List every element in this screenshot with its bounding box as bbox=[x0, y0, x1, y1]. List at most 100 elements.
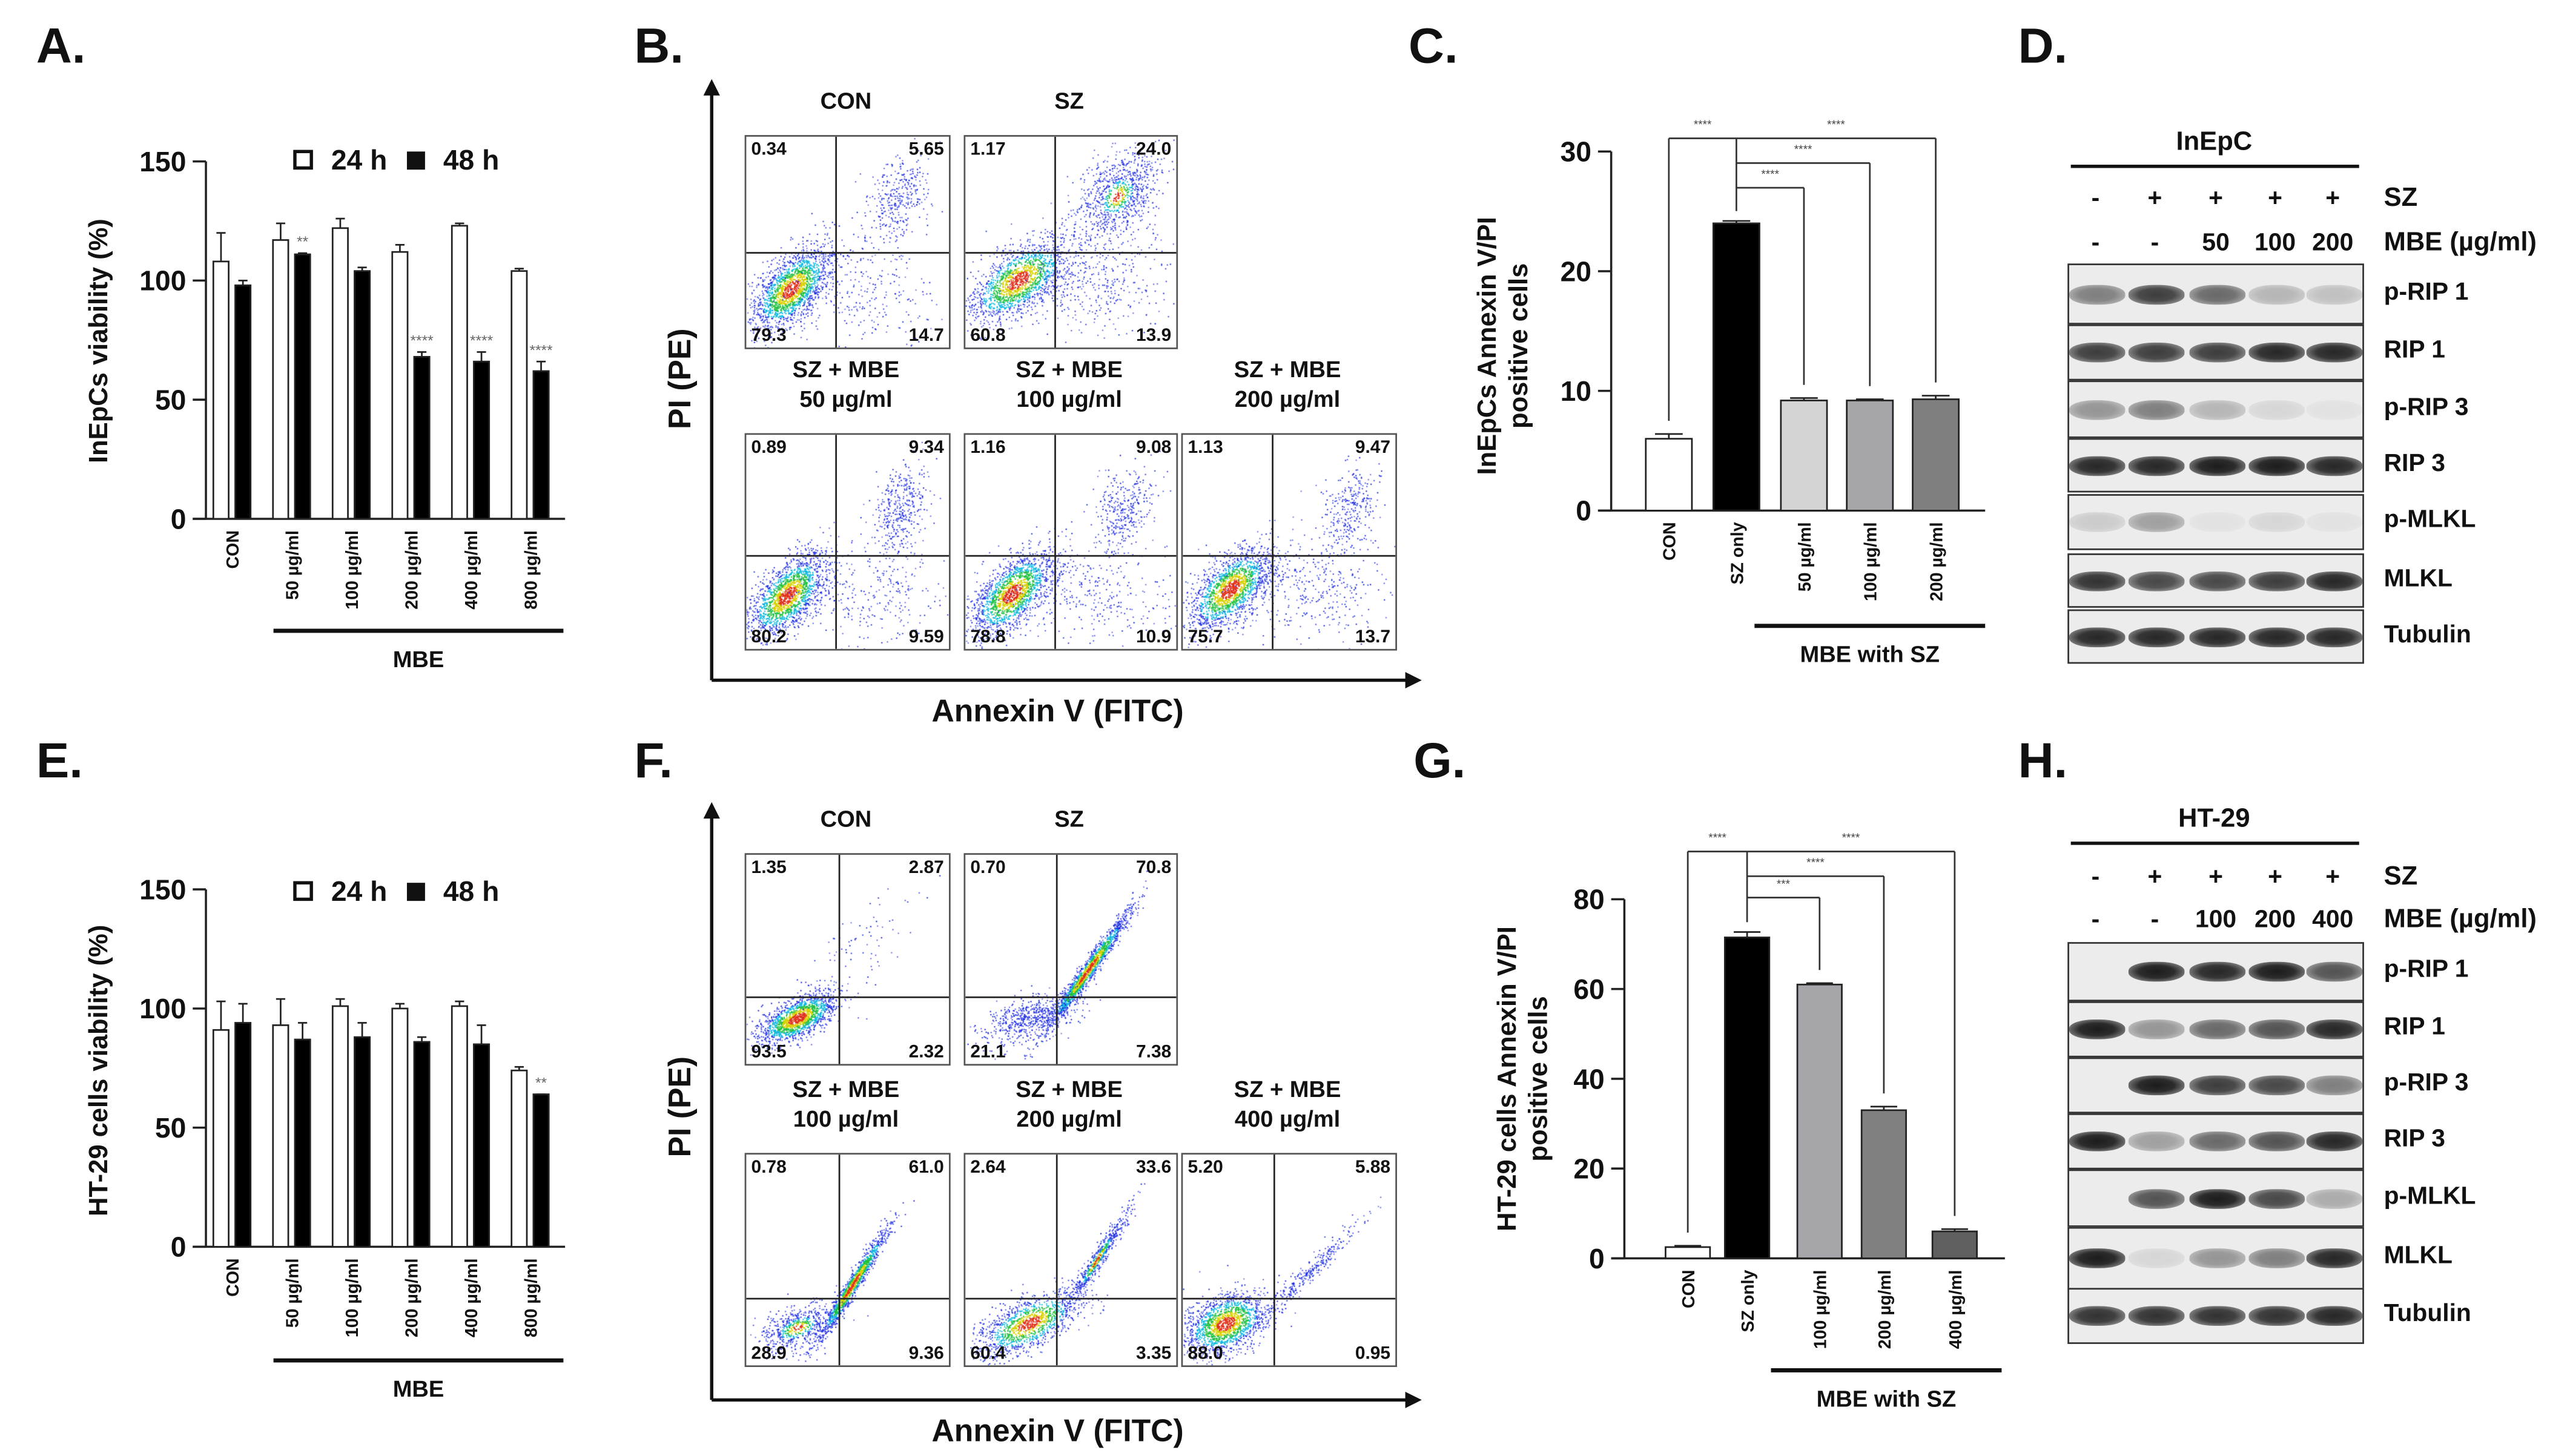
dot-plot: 1.35 2.87 93.5 2.32 bbox=[744, 853, 951, 1066]
bar-24h bbox=[212, 1029, 230, 1248]
legend-label: 48 h bbox=[443, 144, 500, 176]
dot-plot: 0.70 70.8 21.1 7.38 bbox=[963, 853, 1178, 1066]
y-tick-label: 0 bbox=[1576, 495, 1591, 527]
protein-band bbox=[2306, 1131, 2363, 1151]
band-label: RIP 1 bbox=[2383, 1013, 2445, 1041]
plot-title: SZ bbox=[1054, 87, 1084, 114]
protein-band bbox=[2306, 627, 2363, 647]
blot-strip-p-rip3 bbox=[2067, 380, 2364, 438]
plot-title: SZ + MBE bbox=[1234, 355, 1341, 383]
quadrant-value-ul: 5.20 bbox=[1188, 1158, 1223, 1178]
protein-band bbox=[2189, 1131, 2246, 1151]
y-tick-label: 60 bbox=[1573, 973, 1604, 1005]
quadrant-value-lr: 3.35 bbox=[1135, 1343, 1172, 1364]
treatment-sz-value: + bbox=[2325, 184, 2340, 212]
dot-plot-canvas bbox=[1183, 1155, 1396, 1366]
dot-plot: 0.34 5.65 79.3 14.7 bbox=[744, 135, 951, 349]
protein-band bbox=[2248, 455, 2305, 475]
plot-title: SZ bbox=[1054, 805, 1084, 832]
quadrant-value-ur: 9.47 bbox=[1355, 438, 1391, 458]
group-label: MBE with SZ bbox=[1800, 642, 1940, 668]
quadrant-value-lr: 0.95 bbox=[1355, 1343, 1391, 1364]
quadrant-gate-vertical bbox=[1055, 1155, 1058, 1366]
plot-title: 200 µg/ml bbox=[1234, 385, 1341, 412]
plot-title: SZ + MBE bbox=[792, 1075, 900, 1102]
quadrant-value-ll: 78.8 bbox=[970, 627, 1006, 648]
quadrant-gate-horizontal bbox=[746, 555, 950, 556]
bar-chart-c: 0 10 20 30 InEpCs Annexin V/PI positive cells… bbox=[1473, 119, 1986, 668]
treatment-label: SZ bbox=[2383, 863, 2418, 891]
legend-label: 24 h bbox=[331, 875, 388, 907]
quadrant-gate-horizontal bbox=[1183, 555, 1396, 556]
bar-48h bbox=[532, 1093, 550, 1248]
protein-band bbox=[2248, 342, 2305, 363]
bar-48h bbox=[413, 355, 431, 520]
protein-band bbox=[2128, 284, 2185, 304]
y-tick-label: 0 bbox=[171, 1231, 187, 1263]
treatment-mbe-value: - bbox=[2150, 906, 2159, 934]
category-label: CON bbox=[223, 530, 243, 568]
arrowhead bbox=[1405, 1391, 1422, 1409]
bar-24h bbox=[272, 1024, 289, 1248]
protein-band bbox=[2248, 627, 2305, 647]
y-tick-label: 150 bbox=[139, 874, 186, 905]
bar bbox=[1724, 937, 1771, 1259]
category-label: 200 µg/ml bbox=[402, 1258, 421, 1337]
protein-band bbox=[2248, 1075, 2305, 1096]
panel-label-g: G. bbox=[1413, 734, 1466, 789]
category-label: SZ only bbox=[1728, 522, 1747, 584]
treatment-mbe-value: - bbox=[2091, 229, 2100, 257]
quadrant-value-ll: 75.7 bbox=[1188, 627, 1223, 648]
dot-plot-canvas bbox=[965, 136, 1177, 348]
dot-plot-canvas bbox=[746, 435, 950, 649]
significance-stars: **** bbox=[1827, 119, 1845, 131]
panel-label-b: B. bbox=[634, 19, 684, 74]
plot-title: CON bbox=[820, 805, 872, 832]
protein-band bbox=[2248, 1248, 2305, 1268]
plot-title: 100 µg/ml bbox=[1016, 385, 1122, 412]
y-tick-label: 50 bbox=[155, 1112, 186, 1144]
protein-band bbox=[2306, 961, 2363, 982]
protein-band bbox=[2306, 512, 2363, 532]
protein-band bbox=[2306, 1188, 2363, 1208]
protein-band bbox=[2128, 627, 2185, 647]
protein-band bbox=[2069, 284, 2126, 304]
quadrant-value-ur: 5.65 bbox=[908, 140, 944, 160]
arrowhead bbox=[1405, 671, 1422, 689]
protein-band bbox=[2069, 570, 2126, 591]
band-label: Tubulin bbox=[2383, 620, 2471, 648]
y-tick-label: 50 bbox=[155, 384, 186, 415]
bar bbox=[1912, 398, 1960, 512]
y-tick-label: 10 bbox=[1561, 375, 1591, 407]
blot-strip-rip1 bbox=[2067, 324, 2364, 381]
category-label: 50 µg/ml bbox=[1795, 522, 1815, 591]
protein-band bbox=[2128, 1075, 2185, 1096]
protein-band bbox=[2069, 399, 2126, 420]
blot-strip-tubulin bbox=[2067, 609, 2364, 664]
header-underline bbox=[2070, 165, 2359, 168]
quadrant-gate-horizontal bbox=[746, 1297, 950, 1300]
quadrant-gate-vertical bbox=[1054, 435, 1056, 649]
protein-band bbox=[2248, 1131, 2305, 1151]
quadrant-value-ll: 21.1 bbox=[970, 1043, 1006, 1062]
legend-swatch-48h bbox=[406, 151, 425, 170]
protein-band bbox=[2189, 1075, 2246, 1096]
quadrant-value-ll: 28.9 bbox=[751, 1343, 787, 1364]
group-label: MBE bbox=[393, 647, 444, 673]
band-label: MLKL bbox=[2383, 1242, 2453, 1270]
protein-band bbox=[2128, 342, 2185, 363]
protein-band bbox=[2069, 627, 2126, 647]
bar bbox=[1780, 400, 1828, 512]
band-label: p-RIP 1 bbox=[2383, 955, 2469, 984]
protein-band bbox=[2248, 1019, 2305, 1039]
significance-stars: **** bbox=[530, 342, 553, 358]
y-axis-label: PI (PE) bbox=[662, 328, 697, 429]
protein-band bbox=[2128, 961, 2185, 982]
treatment-sz-value: + bbox=[2325, 863, 2340, 891]
category-label: CON bbox=[223, 1258, 243, 1296]
band-label: p-MLKL bbox=[2383, 1181, 2476, 1210]
y-tick-label: 100 bbox=[139, 993, 186, 1024]
bar-24h bbox=[391, 1007, 409, 1248]
bar-24h bbox=[451, 225, 468, 520]
